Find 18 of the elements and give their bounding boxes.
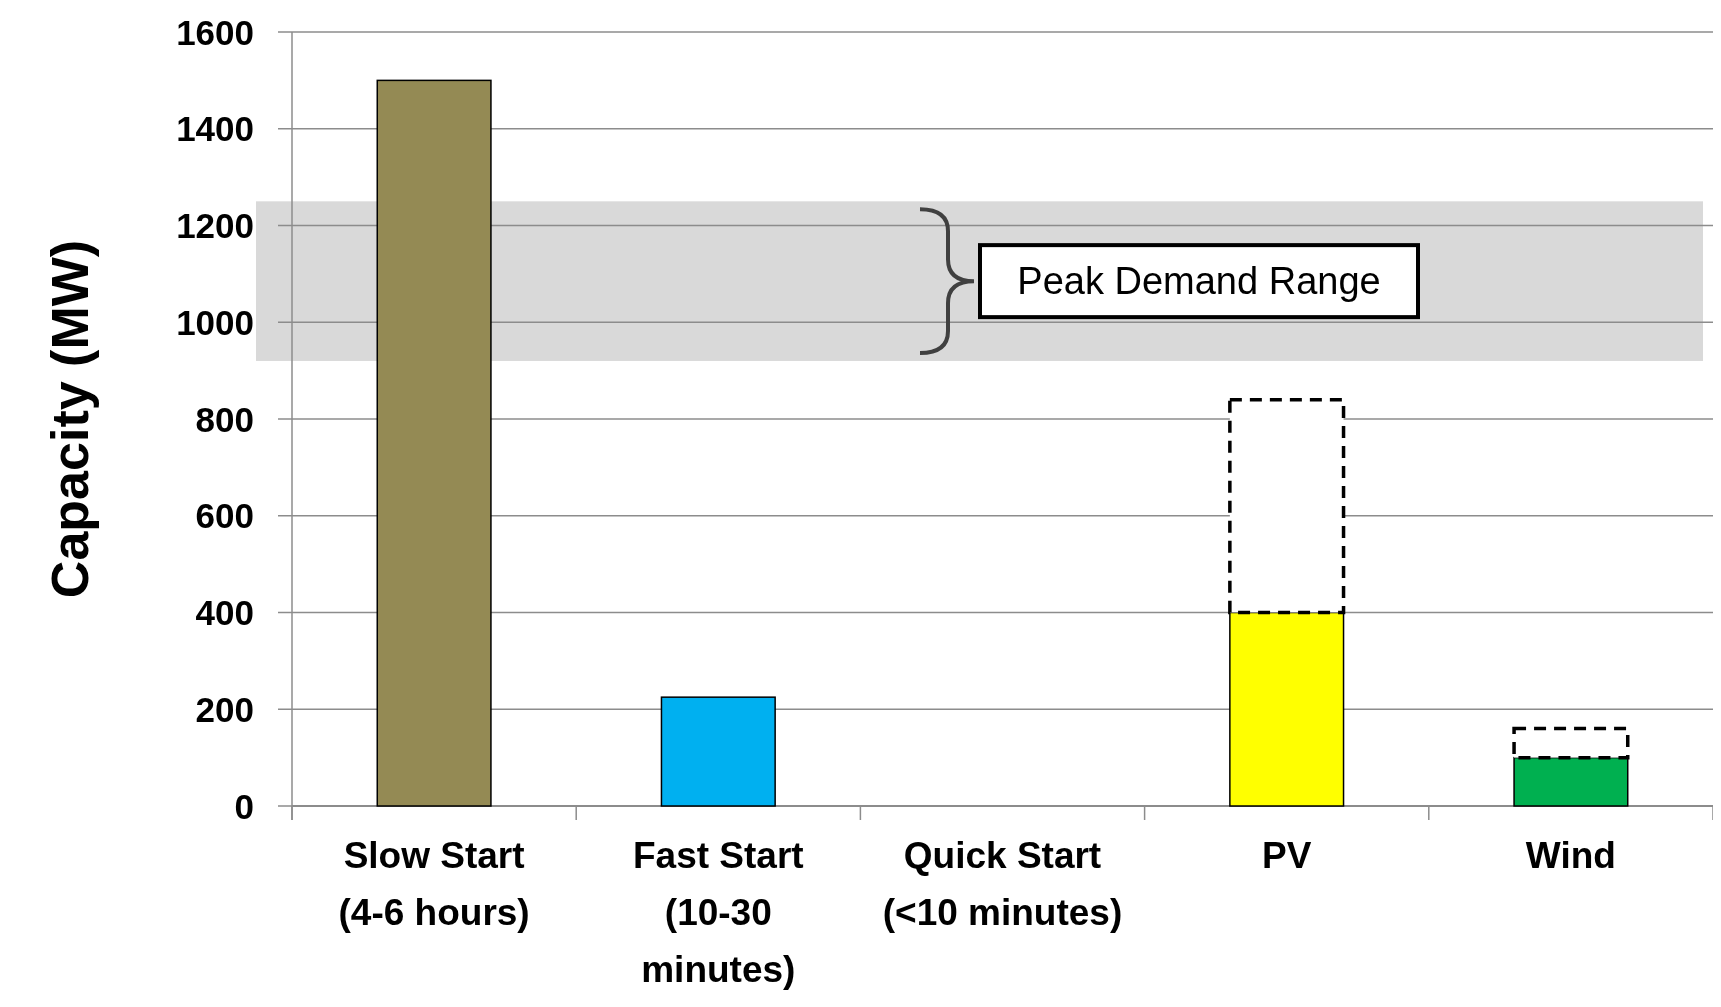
x-tick-label: Quick Start (<10 minutes) [882,835,1123,933]
y-tick-label: 1600 [176,12,254,52]
y-tick-label: 600 [195,496,254,536]
y-tick-label: 1000 [176,302,254,342]
y-axis-title: Capacity (MW) [41,239,99,599]
x-tick-label: Slow Start (4-6 hours) [338,835,530,933]
y-tick-label: 200 [195,689,254,729]
band-label: Peak Demand Range [1017,260,1381,303]
y-tick-label: 800 [195,399,254,439]
y-tick-label: 1400 [176,109,254,149]
x-tick-label: Fast Start (10-30 minutes) [632,835,804,990]
bar [376,79,492,807]
y-tick-label: 400 [195,593,254,632]
y-tick-label: 0 [234,786,254,826]
x-tick-label: Wind [1525,835,1616,876]
bar [660,696,776,807]
x-tick-label: PV [1262,835,1312,876]
y-tick-label: 1200 [176,206,254,245]
